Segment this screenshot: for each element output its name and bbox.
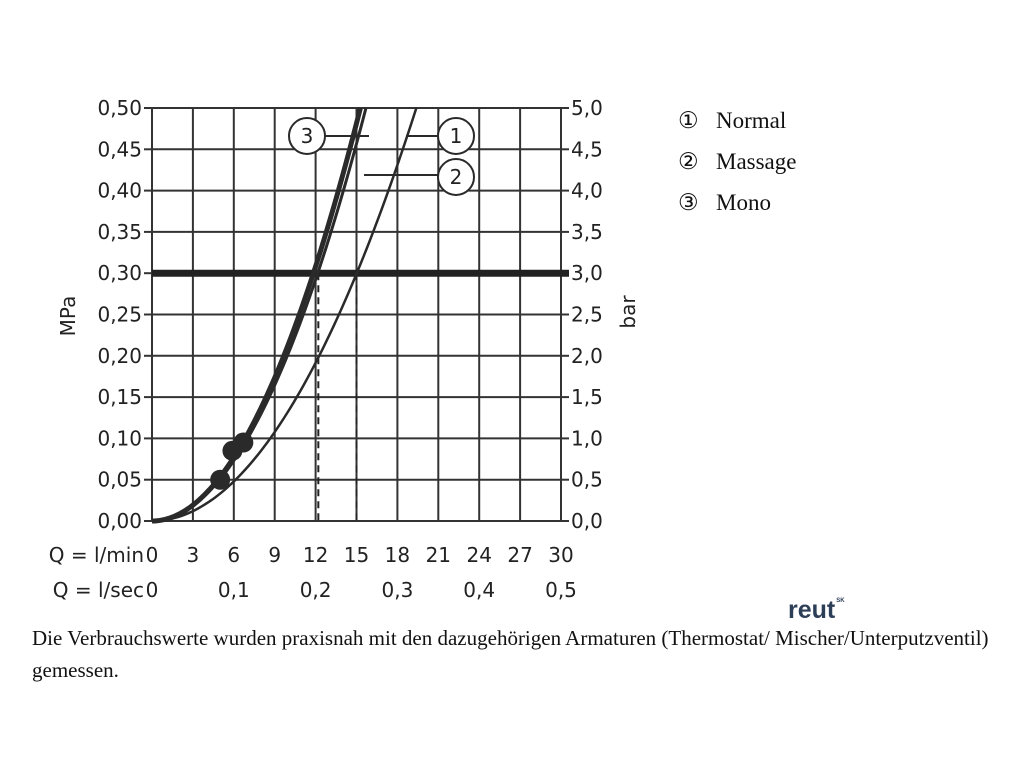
- x-tick-label-secondary: 0,2: [300, 578, 332, 602]
- dashed-guides: [317, 273, 358, 521]
- curves-layer: [151, 107, 418, 524]
- reut-logo: reutSK: [788, 596, 845, 625]
- x-axis-label-primary: Q = l/min: [49, 543, 144, 567]
- right-tick-label: 3,0: [571, 261, 603, 285]
- left-tick-label: 0,45: [97, 137, 142, 161]
- legend-item-normal: ① Normal: [678, 100, 796, 141]
- x-tick-label-primary: 18: [385, 543, 410, 567]
- left-tick-label: 0,40: [97, 179, 142, 203]
- curve-marker-3: [222, 440, 243, 461]
- legend-symbol-3: ③: [678, 189, 699, 215]
- markers-layer: [210, 432, 254, 490]
- legend-symbol-2: ②: [678, 148, 699, 174]
- logo-text: reut: [788, 596, 836, 624]
- left-tick-label: 0,35: [97, 220, 142, 244]
- right-tick-label: 5,0: [571, 96, 603, 120]
- left-tick-label: 0,50: [97, 96, 142, 120]
- left-axis-title: MPa: [56, 296, 80, 337]
- caption-text: Die Verbrauchswerte wurden praxisnah mit…: [32, 626, 989, 682]
- x-tick-label-secondary: 0,4: [463, 578, 495, 602]
- x-tick-label-primary: 3: [187, 543, 200, 567]
- x-tick-label-primary: 12: [303, 543, 328, 567]
- legend-item-massage: ② Massage: [678, 141, 796, 182]
- left-tick-label: 0,30: [97, 261, 142, 285]
- x-tick-label-primary: 21: [426, 543, 451, 567]
- x-tick-label-secondary: 0,5: [545, 578, 577, 602]
- left-tick-label: 0,25: [97, 303, 142, 327]
- right-tick-label: 1,0: [571, 426, 603, 450]
- x-tick-label-primary: 27: [507, 543, 532, 567]
- legend-label-normal: Normal: [716, 107, 787, 133]
- x-tick-label-primary: 24: [466, 543, 491, 567]
- right-tick-label: 2,0: [571, 344, 603, 368]
- right-tick-label: 2,5: [571, 303, 603, 327]
- curve-3: [151, 107, 363, 524]
- left-tick-label: 0,20: [97, 344, 142, 368]
- x-tick-label-primary: 0: [146, 543, 159, 567]
- right-axis-title: bar: [616, 295, 640, 329]
- x-tick-label-secondary: 0,1: [218, 578, 250, 602]
- right-tick-label: 3,5: [571, 220, 603, 244]
- legend-item-mono: ③ Mono: [678, 182, 796, 223]
- curve-tag-label-2: 2: [450, 165, 463, 189]
- right-tick-label: 4,0: [571, 179, 603, 203]
- curve-tags-layer: 3 1 2: [288, 117, 475, 196]
- x-axis-label-secondary: Q = l/sec: [53, 578, 144, 602]
- left-tick-label: 0,05: [97, 468, 142, 492]
- right-tick-label: 1,5: [571, 385, 603, 409]
- tick-labels-layer: 0,000,050,100,150,200,250,300,350,400,45…: [49, 96, 640, 602]
- curve-tag-label-1: 1: [450, 124, 463, 148]
- x-tick-label-secondary: 0,3: [381, 578, 413, 602]
- left-tick-label: 0,10: [97, 426, 142, 450]
- x-tick-label-primary: 9: [268, 543, 281, 567]
- left-tick-label: 0,15: [97, 385, 142, 409]
- legend-label-mono: Mono: [716, 189, 771, 215]
- x-tick-label-secondary: 0: [146, 578, 159, 602]
- x-tick-label-primary: 15: [344, 543, 369, 567]
- x-tick-label-primary: 30: [548, 543, 573, 567]
- legend-label-massage: Massage: [716, 148, 797, 174]
- curve-marker-2: [210, 469, 231, 490]
- curve-tag-circle-1: [437, 117, 475, 155]
- legend-symbol-1: ①: [678, 107, 699, 133]
- right-tick-label: 0,0: [571, 509, 603, 533]
- left-tick-label: 0,00: [97, 509, 142, 533]
- curve-2: [151, 107, 418, 523]
- right-tick-label: 0,5: [571, 468, 603, 492]
- curve-tag-label-3: 3: [301, 124, 314, 148]
- logo-superscript: SK: [836, 598, 845, 604]
- x-tick-label-primary: 6: [227, 543, 240, 567]
- right-tick-label: 4,5: [571, 137, 603, 161]
- curve-tag-circle-2: [437, 158, 475, 196]
- legend: ① Normal ② Massage ③ Mono: [678, 100, 796, 223]
- curve-tag-circle-3: [288, 117, 326, 155]
